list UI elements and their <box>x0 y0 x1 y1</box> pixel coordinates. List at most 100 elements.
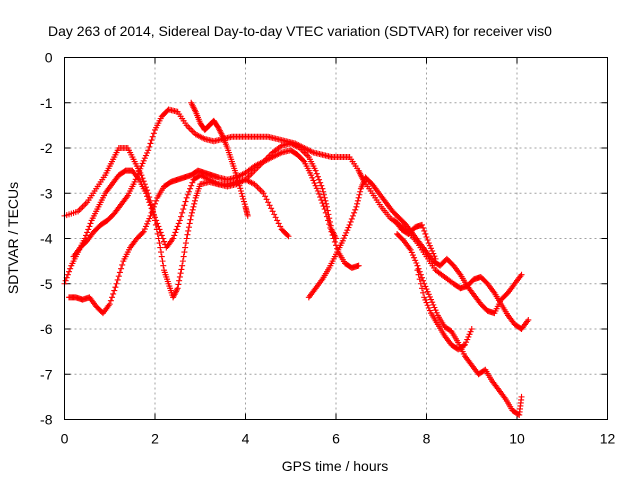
data-point-marker <box>353 203 360 210</box>
data-point-marker <box>146 199 153 206</box>
data-point-marker <box>465 333 472 340</box>
data-point-marker <box>82 200 89 207</box>
data-point-marker <box>518 393 525 400</box>
data-point-marker <box>310 177 317 184</box>
data-point-marker <box>340 235 347 242</box>
data-series <box>414 267 475 353</box>
data-point-marker <box>179 209 186 216</box>
data-point-marker <box>429 299 436 306</box>
data-point-marker <box>327 224 334 231</box>
data-point-marker <box>317 194 324 201</box>
data-point-marker <box>190 203 197 210</box>
data-point-marker <box>313 170 320 177</box>
data-point-marker <box>413 260 420 267</box>
data-point-marker <box>142 190 149 197</box>
data-point-marker <box>161 238 168 245</box>
data-point-marker <box>149 133 156 140</box>
data-point-marker <box>180 206 187 213</box>
data-point-marker <box>424 302 431 309</box>
data-point-marker <box>430 301 437 308</box>
data-point-marker <box>309 174 316 181</box>
data-point-marker <box>325 217 332 224</box>
data-point-marker <box>257 187 264 194</box>
data-point-marker <box>79 203 86 210</box>
data-point-marker <box>158 249 165 256</box>
data-series <box>61 140 339 301</box>
data-point-marker <box>107 297 114 304</box>
y-tick-label: -4 <box>40 231 53 247</box>
data-point-marker <box>158 253 165 260</box>
data-point-marker <box>418 285 425 292</box>
data-point-marker <box>189 179 196 186</box>
data-point-marker <box>159 258 166 265</box>
data-point-marker <box>425 240 432 247</box>
data-point-marker <box>239 193 246 200</box>
data-point-marker <box>64 271 71 278</box>
data-point-marker <box>316 191 323 198</box>
data-point-marker <box>421 294 428 301</box>
data-point-marker <box>175 220 182 227</box>
data-point-marker <box>185 123 192 130</box>
data-point-marker <box>431 253 438 260</box>
data-point-marker <box>140 157 147 164</box>
data-point-marker <box>150 203 157 210</box>
data-point-marker <box>323 213 330 220</box>
x-tick-label: 8 <box>423 431 431 447</box>
data-point-marker <box>348 215 355 222</box>
data-point-marker <box>422 230 429 237</box>
data-point-marker <box>173 226 180 233</box>
data-point-marker <box>145 218 152 225</box>
data-point-marker <box>182 244 189 251</box>
y-tick-label: -5 <box>40 276 53 292</box>
data-point-marker <box>422 296 429 303</box>
data-point-marker <box>140 228 147 235</box>
data-point-marker <box>185 224 192 231</box>
data-point-marker <box>237 185 244 192</box>
data-point-marker <box>170 235 177 242</box>
data-point-marker <box>183 235 190 242</box>
data-point-marker <box>423 233 430 240</box>
data-point-marker <box>62 277 69 284</box>
data-point-marker <box>314 187 321 194</box>
data-point-marker <box>355 262 362 269</box>
data-point-marker <box>133 173 140 180</box>
data-point-marker <box>300 157 307 164</box>
data-point-marker <box>426 242 433 249</box>
data-point-marker <box>144 220 151 227</box>
data-point-marker <box>312 182 319 189</box>
data-point-marker <box>241 201 248 208</box>
data-point-marker <box>421 227 428 234</box>
data-point-marker <box>81 202 88 209</box>
data-point-marker <box>176 273 183 280</box>
data-point-marker <box>86 223 93 230</box>
data-point-marker <box>132 176 139 183</box>
data-point-marker <box>467 328 474 335</box>
data-point-marker <box>355 194 362 201</box>
data-point-marker <box>139 229 146 236</box>
data-series <box>305 174 525 317</box>
data-point-marker <box>265 199 272 206</box>
data-point-marker <box>184 191 191 198</box>
data-point-marker <box>274 217 281 224</box>
data-point-marker <box>347 218 354 225</box>
data-point-marker <box>158 232 165 239</box>
data-point-marker <box>346 221 353 228</box>
data-point-marker <box>188 212 195 219</box>
x-tick-label: 2 <box>151 431 159 447</box>
data-point-marker <box>330 235 337 242</box>
data-point-marker <box>147 212 154 219</box>
data-point-marker <box>268 205 275 212</box>
data-point-marker <box>141 155 148 162</box>
data-point-marker <box>463 339 470 346</box>
data-point-marker <box>148 137 155 144</box>
data-point-marker <box>234 174 241 181</box>
data-point-marker <box>414 267 421 274</box>
data-point-marker <box>145 196 152 203</box>
y-axis-label: SDTVAR / TECUs <box>5 182 21 294</box>
data-point-marker <box>423 286 430 293</box>
data-point-marker <box>240 198 247 205</box>
data-point-marker <box>416 276 423 283</box>
data-point-marker <box>153 217 160 224</box>
data-point-marker <box>175 281 182 288</box>
